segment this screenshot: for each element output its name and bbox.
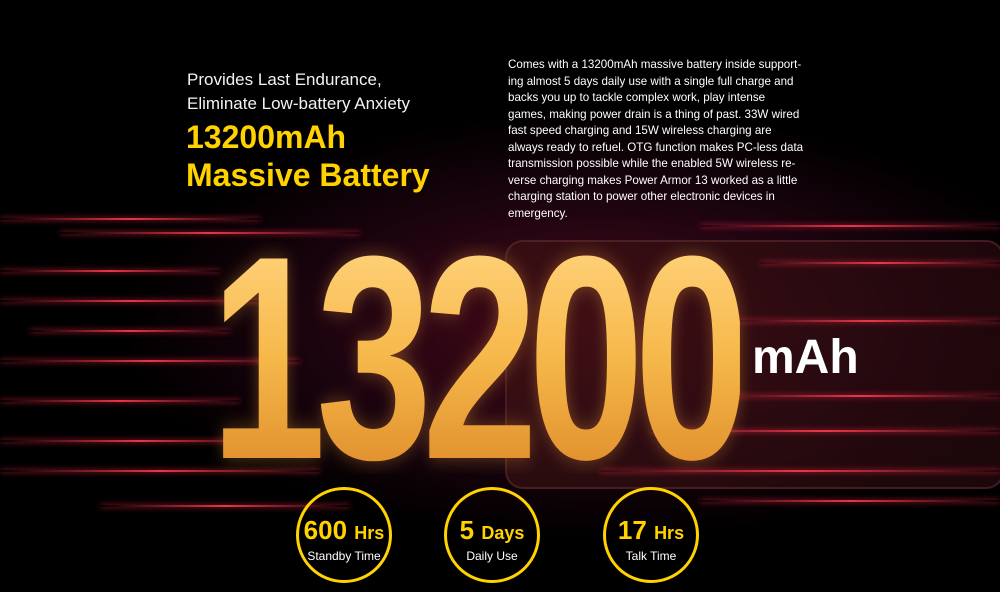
light-streak <box>0 400 240 402</box>
light-streak <box>600 470 1000 472</box>
stat-talk-time: 17 Hrs Talk Time <box>603 487 699 583</box>
hero-number-frame: 13200 <box>210 242 770 474</box>
description-line: verse charging makes Power Armor 13 work… <box>508 173 798 187</box>
description: Comes with a 13200mAh massive battery in… <box>508 57 803 222</box>
light-streak <box>60 232 360 234</box>
description-line: charging station to power other electron… <box>508 190 775 203</box>
headline-title: 13200mAh Massive Battery <box>186 118 430 194</box>
light-streak <box>0 218 260 220</box>
stat-value: 600 Hrs <box>303 515 385 545</box>
light-streak <box>700 500 1000 502</box>
description-line: games, making power drain is a thing of … <box>508 107 800 121</box>
light-streak <box>0 360 300 362</box>
stat-value: 5 Days <box>459 515 525 545</box>
description-line: Comes with a 13200mAh massive battery in… <box>508 58 802 71</box>
subtitle-line: Eliminate Low-battery Anxiety <box>187 94 410 113</box>
light-streak <box>0 470 320 472</box>
headline-subtitle: Provides Last Endurance, Eliminate Low-b… <box>187 68 410 116</box>
light-streak <box>100 505 350 507</box>
light-streak <box>760 262 1000 264</box>
subtitle-line: Provides Last Endurance, <box>187 70 382 89</box>
stat-label: Daily Use <box>466 549 518 563</box>
title-line: 13200mAh <box>186 119 347 155</box>
phone-silhouette <box>505 240 1000 489</box>
light-streak <box>720 395 1000 397</box>
description-line: fast speed charging and 15W wireless cha… <box>508 124 772 137</box>
light-streak <box>0 270 220 272</box>
light-streak <box>0 440 280 442</box>
hero-unit: mAh <box>752 331 859 384</box>
stat-label: Standby Time <box>307 549 381 563</box>
description-line: emergency. <box>508 206 568 220</box>
light-streak <box>0 300 260 302</box>
light-streak <box>650 430 1000 432</box>
stat-daily-use: 5 Days Daily Use <box>444 487 540 583</box>
stat-standby: 600 Hrs Standby Time <box>296 487 392 583</box>
description-line: transmission possible while the enabled … <box>508 157 796 170</box>
light-streak <box>700 225 1000 227</box>
description-line: backs you up to tackle complex work, pla… <box>508 91 766 104</box>
description-line: always ready to refuel. OTG function mak… <box>508 140 804 154</box>
light-streak <box>30 330 230 332</box>
light-streak <box>740 320 1000 322</box>
description-line: ing almost 5 days daily use with a singl… <box>508 74 794 88</box>
stat-value: 17 Hrs <box>617 515 685 545</box>
stat-label: Talk Time <box>625 549 677 563</box>
title-line: Massive Battery <box>186 157 430 193</box>
hero-number: 13200 <box>210 242 750 474</box>
